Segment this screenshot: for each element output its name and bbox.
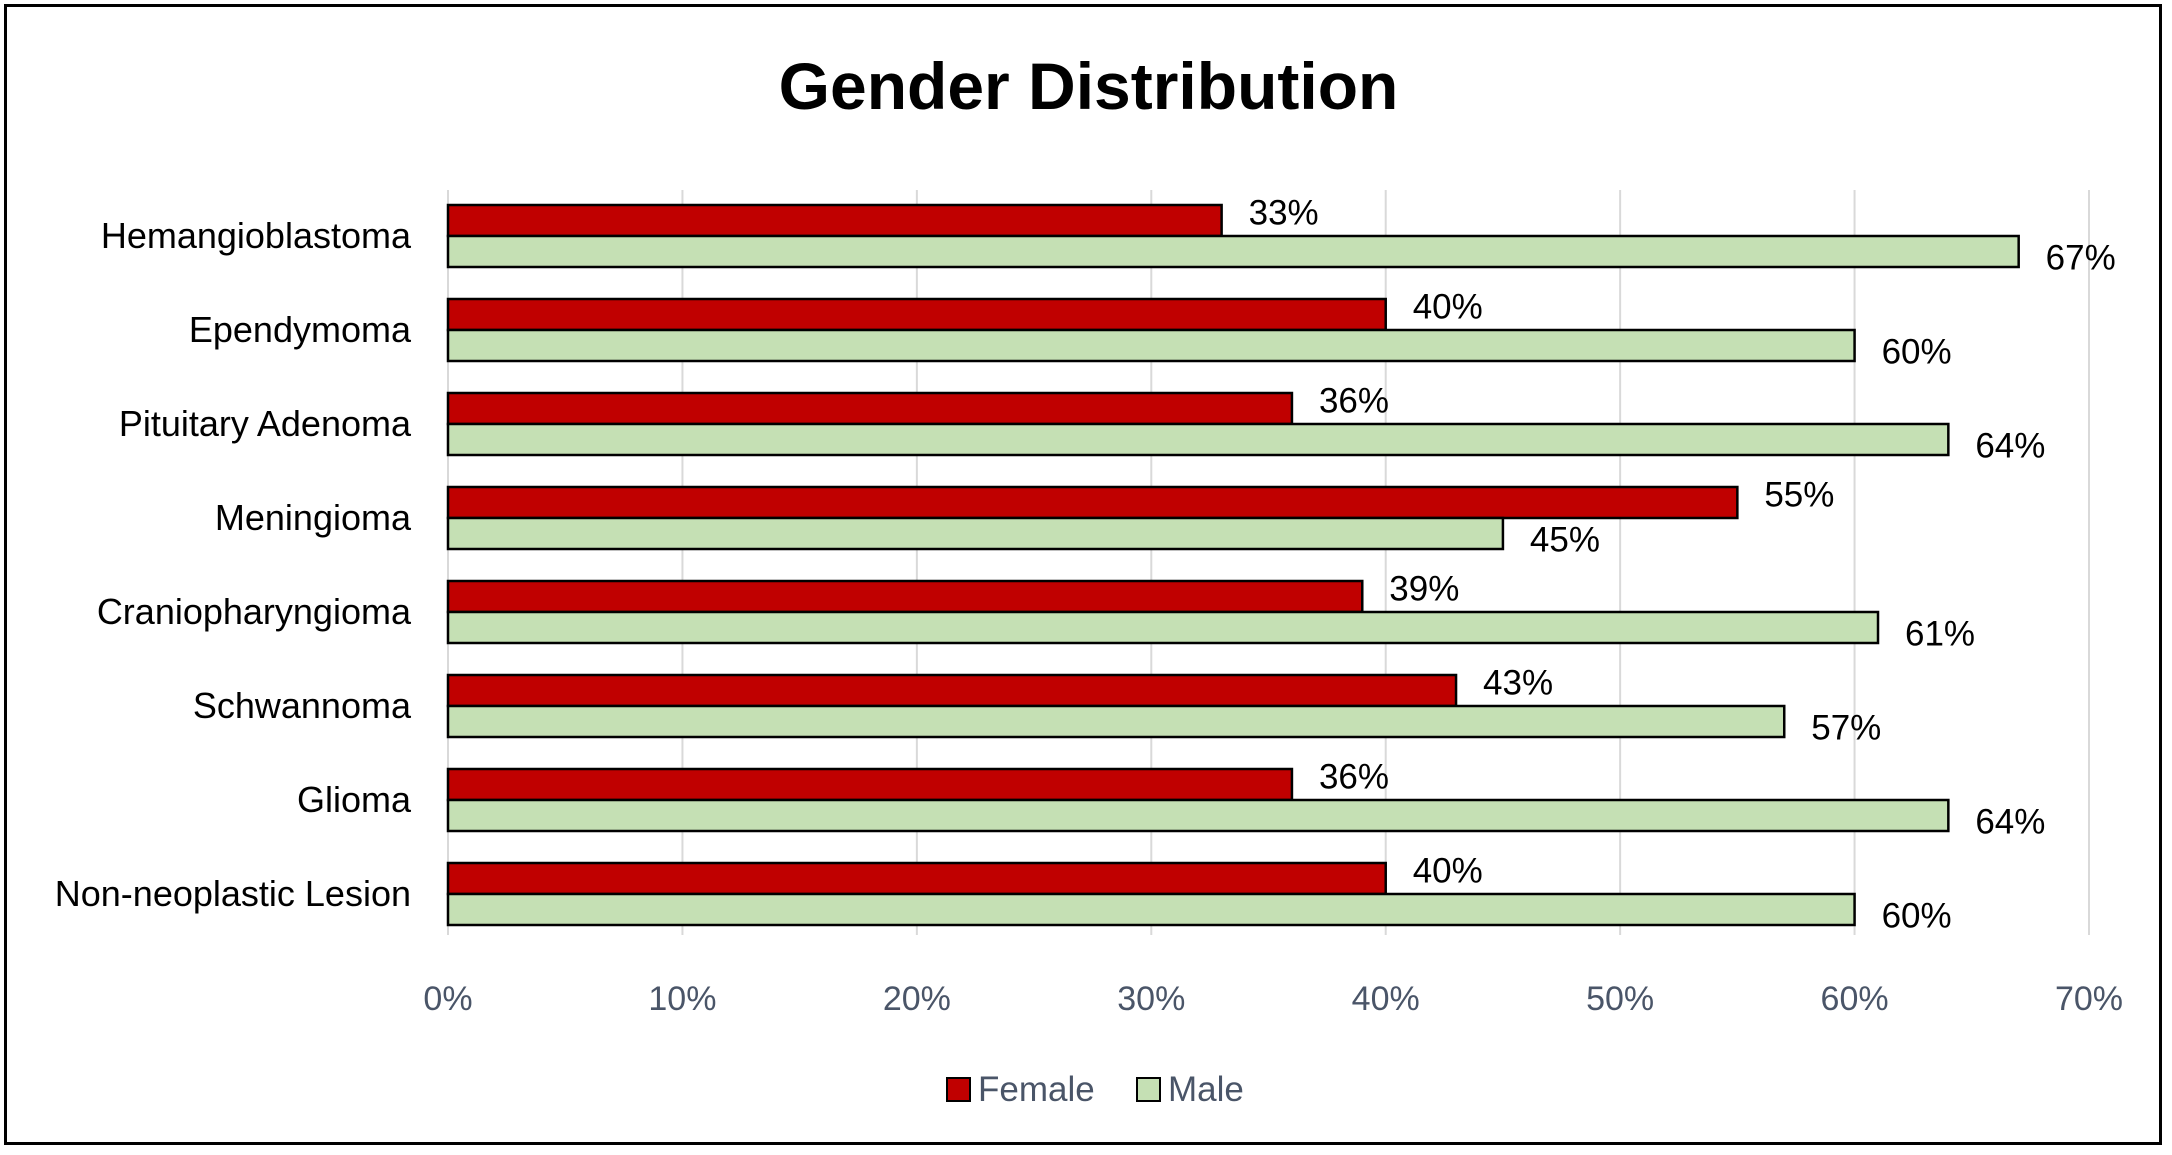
bar-male-2 [446, 422, 1950, 457]
category-label-6: Glioma [297, 779, 412, 820]
data-label-male-2: 64% [1975, 427, 2045, 466]
data-label-female-2: 36% [1319, 382, 1389, 421]
data-label-female-4: 39% [1389, 570, 1459, 609]
bar-male-3 [446, 516, 1505, 551]
category-label-3: Meningioma [215, 497, 412, 538]
legend-label-male: Male [1168, 1070, 1244, 1109]
category-label-7: Non-neoplastic Lesion [55, 873, 411, 914]
bar-female-6 [446, 767, 1294, 802]
bar-female-4 [446, 579, 1364, 614]
data-label-female-5: 43% [1483, 664, 1553, 703]
chart-frame: Gender Distribution Hemangioblastoma Epen… [4, 4, 2162, 1145]
bar-male-1 [446, 328, 1856, 363]
category-label-1: Ependymoma [189, 309, 412, 350]
bar-male-4 [446, 610, 1880, 645]
data-label-female-7: 40% [1413, 852, 1483, 891]
x-axis-tick-labels: 0% 10% 20% 30% 40% 50% 60% 70% [423, 980, 2123, 1018]
bar-male-7 [446, 892, 1856, 927]
data-label-male-4: 61% [1905, 615, 1975, 654]
data-label-female-0: 33% [1249, 194, 1319, 233]
data-label-female-1: 40% [1413, 288, 1483, 327]
x-tick-label-4: 40% [1352, 980, 1420, 1018]
bar-female-7 [446, 861, 1387, 896]
x-tick-label-6: 60% [1821, 980, 1889, 1018]
legend-swatch-male [1136, 1077, 1161, 1102]
category-label-4: Craniopharyngioma [97, 591, 412, 632]
data-label-male-1: 60% [1882, 333, 1952, 372]
legend: Female Male [946, 1070, 1244, 1109]
bar-female-0 [446, 203, 1223, 238]
category-label-5: Schwannoma [193, 685, 412, 726]
legend-swatch-female [946, 1077, 971, 1102]
x-tick-label-3: 30% [1117, 980, 1185, 1018]
data-label-male-0: 67% [2046, 239, 2116, 278]
bar-female-2 [446, 391, 1294, 426]
x-tick-label-2: 20% [883, 980, 951, 1018]
x-tick-label-1: 10% [648, 980, 716, 1018]
data-label-male-7: 60% [1882, 897, 1952, 936]
data-labels: 33% 67% 40% 60% 36% 64% 55% 45% 39% 61% 43% 57% 36% 6… [1249, 194, 2116, 936]
bar-female-1 [446, 297, 1387, 332]
data-label-female-3: 55% [1764, 476, 1834, 515]
x-tick-label-7: 70% [2055, 980, 2123, 1018]
x-tick-label-0: 0% [423, 980, 472, 1018]
data-label-female-6: 36% [1319, 758, 1389, 797]
category-label-2: Pituitary Adenoma [119, 403, 412, 444]
category-label-0: Hemangioblastoma [101, 215, 412, 256]
data-label-male-6: 64% [1975, 803, 2045, 842]
bar-female-5 [446, 673, 1458, 708]
legend-label-female: Female [978, 1070, 1095, 1109]
data-label-male-5: 57% [1811, 709, 1881, 748]
bar-male-0 [446, 234, 2020, 269]
bar-male-6 [446, 798, 1950, 833]
chart-title: Gender Distribution [779, 49, 1399, 123]
bar-female-3 [446, 485, 1739, 520]
bar-male-5 [446, 704, 1786, 739]
bars [446, 203, 2020, 927]
bar-chart: Gender Distribution Hemangioblastoma Epen… [55, 49, 2123, 1109]
category-labels: Hemangioblastoma Ependymoma Pituitary Aden… [55, 215, 412, 914]
x-tick-label-5: 50% [1586, 980, 1654, 1018]
data-label-male-3: 45% [1530, 521, 1600, 560]
